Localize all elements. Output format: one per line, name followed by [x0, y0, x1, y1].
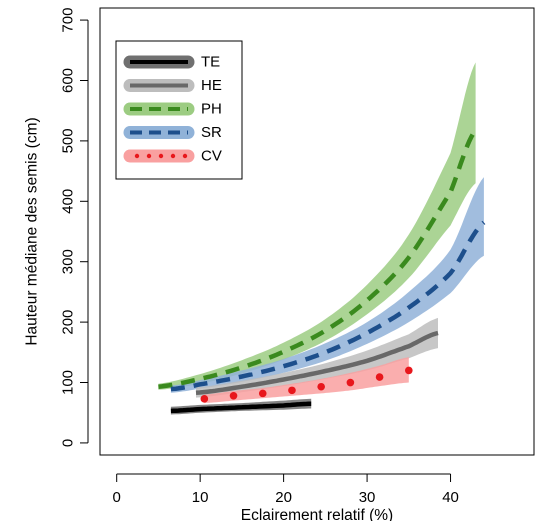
point-cv: [200, 395, 209, 403]
y-tick-label: 400: [60, 189, 77, 214]
line-ph: [158, 128, 478, 389]
legend-dot-cv: [182, 153, 188, 159]
legend: TE HE PH SR CV: [115, 40, 243, 180]
legend-label-cv: CV: [201, 148, 222, 165]
x-tick-label: 40: [442, 489, 459, 506]
y-tick-label: 500: [60, 128, 77, 153]
legend-dot-cv: [146, 153, 152, 159]
y-axis-label: Hauteur médiane des semis (cm): [24, 117, 41, 345]
x-tick-label: 30: [359, 489, 376, 506]
point-cv: [229, 392, 238, 400]
x-axis: 0 10 20 30 40: [113, 473, 459, 506]
line-te: [170, 401, 312, 414]
legend-dot-cv: [170, 153, 176, 159]
legend-label-te: TE: [201, 54, 220, 71]
y-tick-label: 700: [60, 8, 77, 33]
x-axis-label: Eclairement relatif (%): [241, 507, 393, 521]
point-cv: [405, 366, 413, 375]
legend-label-ph: PH: [201, 101, 222, 118]
line-he: [195, 330, 439, 396]
y-tick-label: 100: [60, 370, 77, 395]
legend-dot-cv: [134, 153, 140, 159]
point-cv: [375, 373, 384, 381]
y-tick-label: 600: [60, 68, 77, 93]
band-cv: [204, 357, 409, 404]
plot-frame: [99, 7, 535, 456]
x-tick-label: 20: [275, 489, 292, 506]
point-cv: [258, 389, 267, 398]
legend-label-sr: SR: [201, 124, 222, 141]
legend-dot-cv: [158, 153, 164, 159]
y-axis: 0 100 200 300 400 500 600 700: [60, 8, 89, 447]
point-cv: [288, 386, 296, 395]
legend-label-he: HE: [201, 77, 222, 94]
line-sr: [170, 220, 486, 392]
x-tick-label: 10: [192, 489, 209, 506]
y-tick-label: 0: [60, 439, 77, 447]
point-cv: [346, 378, 355, 387]
point-cv: [317, 382, 325, 391]
x-tick-label: 0: [113, 489, 121, 506]
series-lines: [158, 128, 486, 414]
y-tick-label: 300: [60, 249, 77, 274]
y-tick-label: 200: [60, 310, 77, 335]
